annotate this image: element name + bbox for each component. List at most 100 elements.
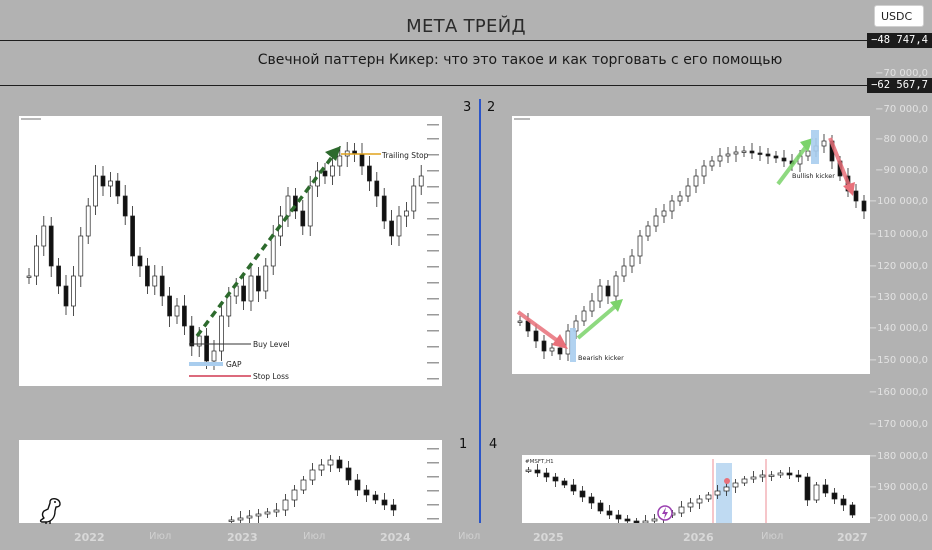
bearish-kicker-highlight	[570, 328, 576, 362]
candle-body	[543, 472, 550, 478]
symbol-search-button[interactable]: USDC	[874, 5, 924, 27]
candle-body	[263, 265, 269, 292]
candle-body	[629, 255, 635, 267]
candle-body	[565, 330, 571, 355]
candle-body	[757, 152, 763, 155]
candle-body	[26, 275, 32, 278]
panel-number-4: 4	[489, 437, 498, 452]
chart-panel-msft[interactable]: #MSFT,H1	[522, 455, 870, 523]
candle-body	[822, 484, 829, 494]
bullish-kicker-highlight	[811, 130, 819, 164]
candle-body	[605, 285, 611, 297]
page-subtitle: Свечной паттерн Кикер: что это такое и к…	[257, 52, 783, 68]
bear-arrowhead	[843, 182, 855, 196]
candle-body	[130, 215, 135, 257]
candle-body	[804, 476, 811, 501]
candle-body	[48, 225, 54, 267]
candle-body	[621, 265, 627, 277]
candle-body	[840, 498, 847, 506]
candle-body	[653, 215, 659, 227]
candle-body	[291, 489, 298, 501]
bearish-arrowhead	[552, 334, 568, 349]
candle-body	[256, 275, 261, 292]
candle-body	[693, 175, 699, 187]
candle-body	[167, 295, 172, 317]
candle-body	[309, 469, 316, 481]
time-axis-label: 2024	[380, 531, 411, 544]
price-axis-label: −160 000,0	[868, 387, 928, 398]
candle-body	[777, 472, 784, 476]
candle-body	[285, 195, 291, 217]
candle-body	[517, 320, 523, 323]
candle-body	[615, 514, 622, 520]
chart-panel-kicker-long[interactable]: Trailing Stop Buy Level GAP Stop Loss	[19, 116, 442, 386]
candle-body	[273, 509, 280, 513]
chart-panel-kicker-examples[interactable]: Bearish kicker Bullish kicker	[512, 116, 870, 374]
price-axis-label: −80 000,0	[875, 134, 928, 145]
candle-body	[588, 496, 595, 504]
candle-body	[336, 459, 343, 469]
bullish-trend-arrow	[776, 142, 810, 186]
candle-body	[561, 480, 568, 486]
candle-body	[300, 210, 306, 227]
candle-body	[293, 195, 298, 212]
candle-body	[717, 155, 723, 162]
candle-body	[613, 275, 619, 297]
candle-body	[396, 215, 402, 237]
candle-body	[63, 285, 69, 307]
candle-body	[255, 513, 262, 517]
kicker-highlight	[716, 463, 732, 523]
candle-body	[327, 459, 334, 466]
bear-trend-arrow	[828, 137, 852, 189]
candle-body	[741, 478, 748, 484]
candle-body	[85, 205, 91, 237]
candle-body	[749, 150, 755, 154]
candle-body	[705, 494, 712, 500]
candle-body	[174, 305, 180, 317]
candlesticks	[228, 455, 397, 523]
candle-body	[821, 140, 827, 147]
candle-body	[645, 225, 651, 237]
bull-trend-arrow	[576, 302, 620, 340]
candle-body	[549, 347, 555, 352]
candle-body	[204, 335, 209, 362]
candle-body	[661, 210, 667, 217]
app-title: МЕТА ТРЕЙД	[406, 16, 526, 37]
chart-panel-1[interactable]	[19, 440, 442, 523]
candle-body	[853, 190, 859, 202]
candle-body	[307, 185, 313, 227]
candle-body	[182, 305, 187, 327]
candle-body	[637, 235, 643, 257]
candle-body	[237, 517, 244, 521]
candle-body	[732, 482, 739, 488]
candle-body	[786, 472, 793, 476]
price-axis-label: −110 000,0	[868, 229, 928, 240]
candle-body	[831, 492, 838, 500]
candle-body	[56, 265, 61, 287]
candle-body	[723, 486, 730, 492]
price-tag-1: −48 747,4	[867, 33, 932, 48]
time-axis-label: 2025	[533, 531, 564, 544]
buy-level-label: Buy Level	[253, 340, 290, 349]
candle-body	[345, 467, 352, 481]
panel-number-3: 3	[463, 100, 472, 115]
candle-body	[282, 499, 289, 511]
candle-body	[606, 510, 613, 516]
msft-ticker-label: #MSFT,H1	[525, 459, 554, 465]
candle-body	[219, 315, 224, 352]
candle-body	[624, 518, 631, 522]
bearish-trend-arrow	[516, 310, 564, 346]
price-axis-label: −90 000,0	[875, 165, 928, 176]
chart-divider-line[interactable]	[479, 99, 481, 523]
candle-body	[381, 195, 387, 222]
candlesticks	[26, 142, 424, 370]
candle-body	[418, 175, 424, 187]
trailing-stop-label: Trailing Stop	[381, 151, 429, 160]
candle-body	[701, 165, 707, 177]
candle-body	[765, 153, 771, 157]
candle-body	[597, 502, 604, 512]
price-axis-label: −190 000,0	[868, 482, 928, 493]
bottom-divider	[0, 85, 870, 86]
candle-body	[849, 504, 856, 516]
candle-body	[581, 310, 587, 322]
